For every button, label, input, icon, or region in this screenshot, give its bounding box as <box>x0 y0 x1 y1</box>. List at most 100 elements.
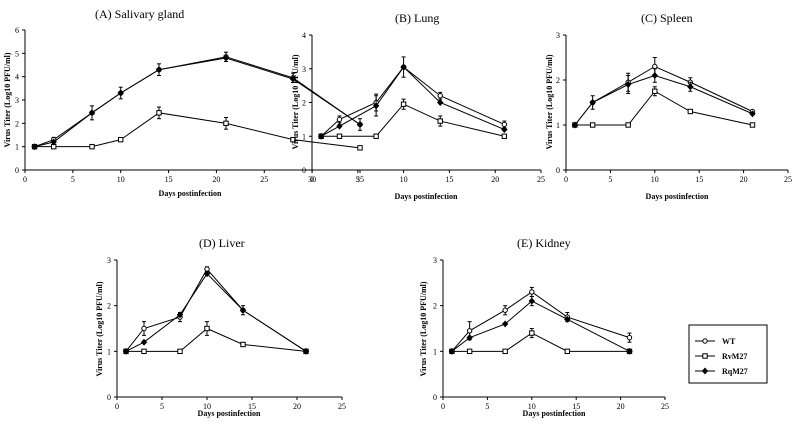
data-point <box>501 320 509 328</box>
data-point <box>624 81 632 88</box>
data-point <box>203 270 211 278</box>
series-rvm27 <box>572 86 756 128</box>
series-rvm27 <box>318 98 508 139</box>
x-tick-label: 10 <box>117 175 125 184</box>
y-tick-label: 2 <box>433 302 437 311</box>
data-point <box>88 109 96 117</box>
x-tick-label: 0 <box>115 402 119 411</box>
data-point <box>687 83 694 91</box>
series-rqm27 <box>571 68 756 129</box>
data-point <box>140 338 148 346</box>
x-tick-label: 10 <box>651 175 659 184</box>
y-axis-label: Virus Titer (Log10 PFU/ml) <box>291 54 300 149</box>
x-tick-label: 25 <box>260 175 268 184</box>
legend-box <box>688 324 768 384</box>
x-axis-label: Days postinfection <box>395 192 458 201</box>
legend-item-wt: WT <box>695 337 736 346</box>
series-line <box>320 66 505 137</box>
data-point <box>373 133 379 139</box>
data-point <box>317 132 325 140</box>
series-line <box>451 291 630 352</box>
y-tick-label: 1 <box>556 121 560 130</box>
data-point <box>626 334 633 341</box>
x-tick-label: 10 <box>528 402 536 411</box>
series-rqm27 <box>448 296 633 355</box>
series-line <box>34 112 361 149</box>
data-point <box>564 348 571 355</box>
y-axis-label: Virus Titer (Log10 PFU/ml) <box>419 281 428 376</box>
panel-d: (D) Liver 0 5 10 15 20 25 0 1 2 3 Days postinfectio… <box>95 236 346 418</box>
data-point <box>204 325 210 332</box>
legend-label: RqM27 <box>722 367 748 376</box>
series-line <box>451 332 630 352</box>
data-point <box>502 348 508 355</box>
x-tick-label: 25 <box>784 175 792 184</box>
data-point <box>240 341 246 348</box>
series-rvm27 <box>449 328 633 355</box>
y-tick-label: 2 <box>15 119 19 128</box>
data-point <box>50 138 57 146</box>
data-point <box>290 136 296 143</box>
series-rqm27 <box>317 63 508 140</box>
data-point <box>336 122 343 130</box>
data-point <box>652 63 658 70</box>
series-line <box>321 103 505 137</box>
x-tick-label: 10 <box>400 175 408 184</box>
series-line <box>574 74 753 126</box>
x-tick-label: 5 <box>356 175 360 184</box>
data-point <box>122 347 130 355</box>
x-tick-label: 25 <box>537 175 545 184</box>
series-wt <box>31 51 363 150</box>
data-point <box>89 143 95 150</box>
data-point <box>502 307 508 313</box>
x-tick-label: 20 <box>212 175 220 184</box>
series-line <box>34 57 361 148</box>
data-point <box>31 143 38 151</box>
data-point <box>141 348 147 355</box>
data-point <box>626 347 633 355</box>
data-point <box>589 122 596 128</box>
x-tick-label: 5 <box>608 175 612 184</box>
series-line <box>126 327 307 352</box>
legend-marker <box>702 338 708 344</box>
data-point <box>336 133 343 139</box>
x-axis-label: Days postinfection <box>646 192 709 201</box>
x-tick-label: 15 <box>248 402 256 411</box>
legend: WT RvM27 RqM27 <box>688 324 768 384</box>
data-point <box>222 54 230 62</box>
y-tick-label: 5 <box>15 49 19 58</box>
y-tick-label: 3 <box>556 31 560 40</box>
y-tick-label: 3 <box>302 65 306 74</box>
x-tick-label: 25 <box>661 402 669 411</box>
data-point <box>356 121 364 128</box>
panel-title: (B) Lung <box>395 11 439 25</box>
panel-title: (A) Salivary gland <box>95 7 184 21</box>
data-point <box>687 108 694 115</box>
x-tick-label: 20 <box>617 402 625 411</box>
panel-e: (E) Kidney 0 5 10 15 20 25 0 1 2 3 Days postinfecti… <box>419 236 669 418</box>
x-tick-label: 5 <box>160 402 164 411</box>
data-point <box>357 145 363 151</box>
x-tick-label: 5 <box>71 175 75 184</box>
data-point <box>302 347 310 355</box>
data-point <box>466 348 473 355</box>
data-point <box>118 136 124 143</box>
x-tick-label: 20 <box>740 175 748 184</box>
data-point <box>177 348 183 355</box>
x-tick-label: 25 <box>338 402 346 411</box>
legend-label: RvM27 <box>722 352 747 361</box>
legend-label: WT <box>722 337 736 346</box>
x-tick-label: 15 <box>445 175 453 184</box>
x-axis-label: Days postinfection <box>523 409 586 418</box>
y-tick-label: 3 <box>433 256 437 265</box>
legend-item-rqm27: RqM27 <box>695 367 748 376</box>
data-point <box>529 289 535 295</box>
y-tick-label: 2 <box>556 76 560 85</box>
series-wt <box>123 266 309 355</box>
data-point <box>501 126 508 133</box>
x-axis-label: Days postinfection <box>159 189 222 198</box>
data-point <box>749 122 756 128</box>
y-tick-label: 4 <box>302 31 306 40</box>
y-tick-label: 4 <box>15 73 19 82</box>
